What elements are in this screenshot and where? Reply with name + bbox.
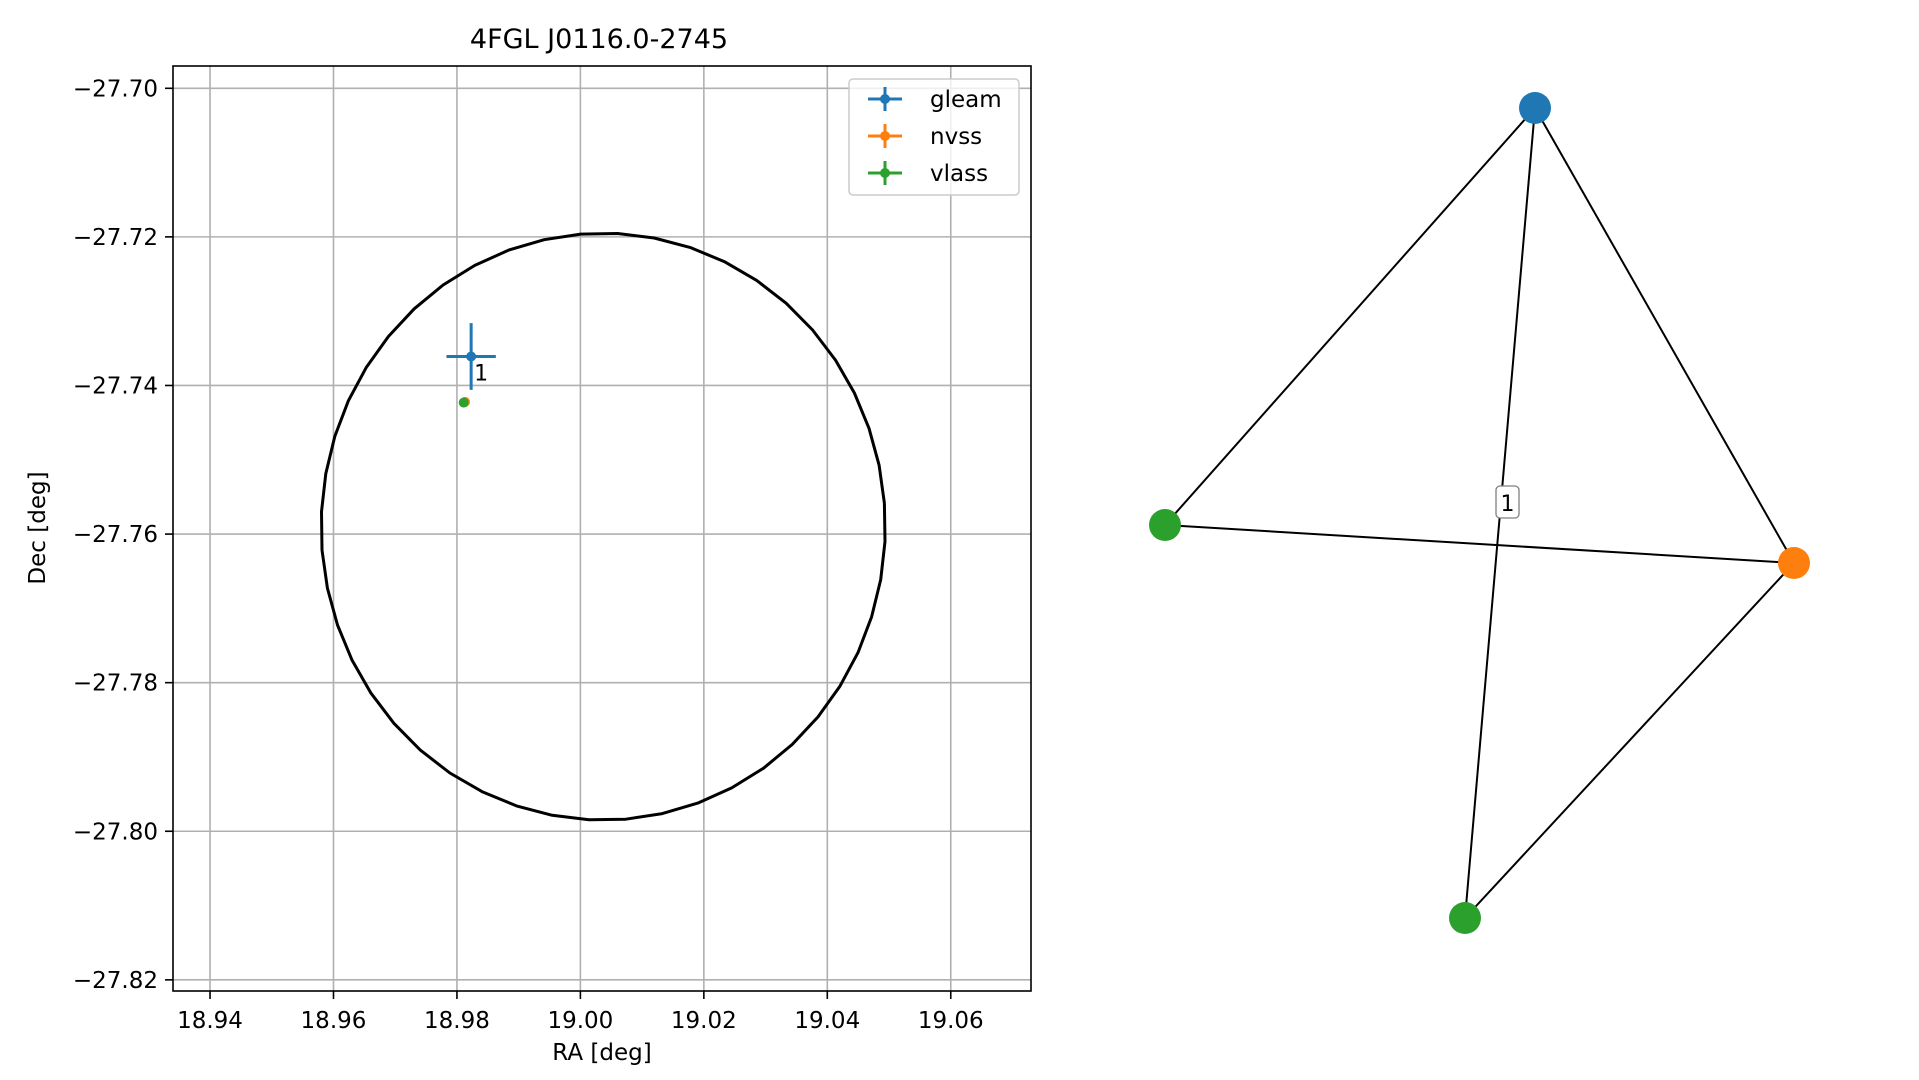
gleam-label: 1	[474, 362, 488, 387]
y-tick-label: −27.82	[73, 968, 158, 994]
x-tick-label: 19.04	[794, 1008, 860, 1034]
edge-label: 1	[1495, 485, 1520, 519]
graph-nodes	[1149, 92, 1810, 934]
legend-marker	[880, 168, 890, 178]
graph-node	[1149, 509, 1181, 541]
y-tick-label: −27.80	[73, 819, 158, 845]
chart-title: 4FGL J0116.0-2745	[470, 24, 728, 55]
legend-label: nvss	[930, 124, 982, 150]
y-tick-label: −27.70	[73, 76, 158, 102]
edge-label-text: 1	[1501, 492, 1515, 517]
y-tick-label: −27.78	[73, 671, 158, 697]
graph-node	[1778, 547, 1810, 579]
x-tick-label: 19.02	[671, 1008, 737, 1034]
match-graph: 1	[1149, 92, 1810, 934]
graph-node	[1449, 902, 1481, 934]
point-gleam: 1	[446, 323, 496, 390]
legend-label: gleam	[930, 87, 1002, 113]
data-points: 1	[446, 323, 496, 408]
legend-entry-vlass: vlass	[868, 161, 988, 187]
legend-marker	[880, 94, 890, 104]
graph-edge	[1164, 107, 1536, 526]
legend-label: vlass	[930, 161, 988, 187]
vlass-marker	[458, 397, 469, 408]
plot-frame	[172, 65, 1032, 992]
graph-edge	[1164, 524, 1795, 564]
x-axis-label: RA [deg]	[552, 1040, 651, 1066]
x-tick-label: 18.98	[424, 1008, 490, 1034]
x-tick-label: 19.06	[918, 1008, 984, 1034]
legend-entry-gleam: gleam	[868, 87, 1002, 113]
axis-ticks: 18.94 18.96 18.98 19.00 19.02 19.04 19.06 −27.7…	[73, 76, 984, 1034]
legend-marker	[880, 131, 890, 141]
graph-edge	[1534, 107, 1795, 564]
localization-circle-path	[320, 232, 887, 822]
x-tick-label: 19.00	[547, 1008, 613, 1034]
x-tick-label: 18.94	[177, 1008, 243, 1034]
point-vlass	[458, 397, 469, 408]
y-tick-label: −27.72	[73, 225, 158, 251]
graph-node	[1519, 92, 1551, 124]
legend: gleam nvss vlass	[848, 78, 1020, 196]
y-tick-label: −27.76	[73, 522, 158, 548]
legend-entry-nvss: nvss	[868, 124, 982, 150]
gleam-marker	[466, 351, 477, 362]
y-axis-label: Dec [deg]	[25, 471, 51, 584]
edge-label-box	[1495, 485, 1520, 519]
legend-box	[848, 78, 1020, 196]
y-tick-label: −27.74	[73, 373, 158, 399]
localization-circle	[320, 232, 887, 822]
graph-edge	[1464, 562, 1795, 919]
position-plot: 4FGL J0116.0-2745 1 18.94 18.96 18.98 19.00…	[25, 24, 1032, 1066]
x-tick-label: 18.96	[301, 1008, 367, 1034]
